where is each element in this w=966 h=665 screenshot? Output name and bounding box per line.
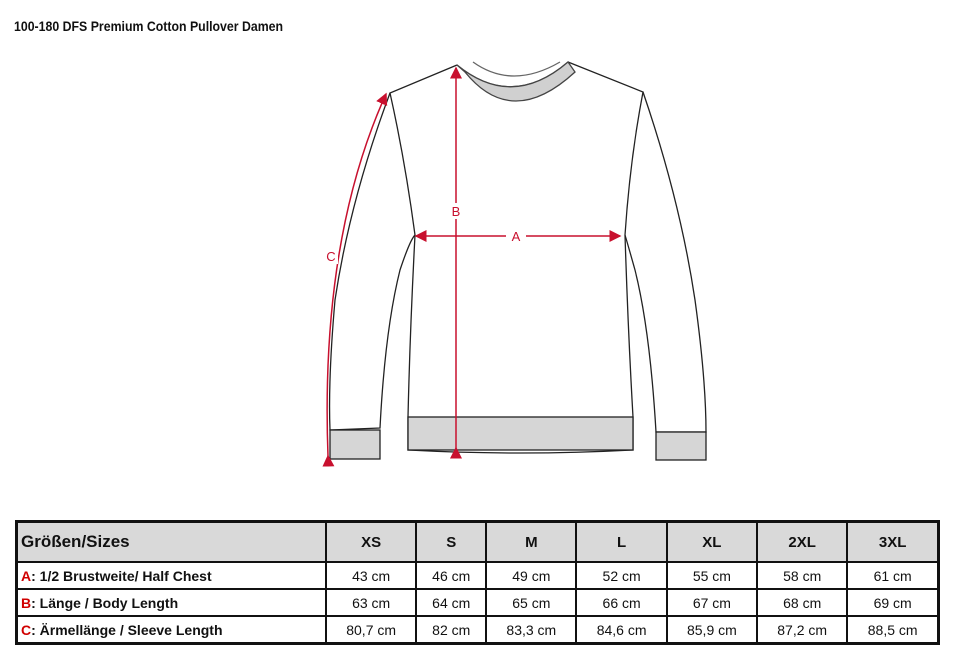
sweater-body-outline [389,61,644,454]
cell: 82 cm [415,615,488,645]
size-header: 3XL [846,520,940,563]
cell: 52 cm [575,561,668,590]
cell: 61 cm [846,561,940,590]
row-label: C: Ärmellänge / Sleeve Length [15,615,327,645]
table-header-row: Größen/Sizes XS S M L XL 2XL 3XL [15,520,940,563]
cell: 67 cm [665,588,759,617]
size-table: Größen/Sizes XS S M L XL 2XL 3XL A: 1/2 … [15,520,940,645]
cell: 83,3 cm [485,615,578,645]
row-label: B: Länge / Body Length [15,588,327,617]
label-c: C [326,249,335,264]
table-row: A: 1/2 Brustweite/ Half Chest 43 cm 46 c… [15,561,940,590]
cell: 80,7 cm [324,615,418,645]
row-label: A: 1/2 Brustweite/ Half Chest [15,561,327,590]
cell: 64 cm [415,588,488,617]
arrow-c [322,92,388,467]
sweater-diagram: A B C [322,61,707,467]
page-title: 100-180 DFS Premium Cotton Pullover Dame… [14,18,284,34]
cell: 87,2 cm [756,615,849,645]
size-header: XL [665,520,759,563]
left-cuff [329,429,381,460]
cell: 46 cm [415,561,488,590]
right-cuff [655,431,707,461]
cell: 65 cm [485,588,578,617]
size-header: XS [324,520,418,563]
table-row: C: Ärmellänge / Sleeve Length 80,7 cm 82… [15,615,940,645]
header-label: Größen/Sizes [15,520,327,563]
cell: 88,5 cm [846,615,940,645]
size-header: L [575,520,668,563]
cell: 69 cm [846,588,940,617]
size-header: 2XL [756,520,849,563]
cell: 68 cm [756,588,849,617]
hem-rib [407,416,634,451]
cell: 66 cm [575,588,668,617]
cell: 63 cm [324,588,418,617]
label-a: A [512,229,521,244]
cell: 84,6 cm [575,615,668,645]
cell: 49 cm [485,561,578,590]
label-b: B [452,204,461,219]
cell: 85,9 cm [665,615,759,645]
cell: 43 cm [324,561,418,590]
right-sleeve-outline [624,91,707,433]
table-row: B: Länge / Body Length 63 cm 64 cm 65 cm… [15,588,940,617]
cell: 55 cm [665,561,759,590]
size-header: M [485,520,578,563]
cell: 58 cm [756,561,849,590]
size-header: S [415,520,488,563]
